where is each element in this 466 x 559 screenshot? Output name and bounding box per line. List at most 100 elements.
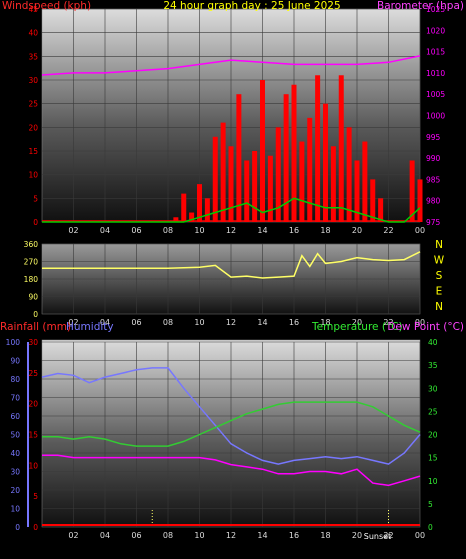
x-tick-label: 12: [226, 531, 236, 540]
rainfall-axis-ticks: 0 5 10 15 20 25 30: [28, 338, 38, 532]
y-tick-label: 5: [428, 500, 433, 509]
x-tick-label: 08: [163, 318, 173, 327]
x-tick-label: 10: [194, 318, 204, 327]
x-tick-label: 14: [257, 226, 267, 235]
y-tick-label: 100: [6, 338, 21, 347]
y-tick-label: 20: [10, 486, 20, 495]
y-tick-label: 0: [15, 523, 20, 532]
y-tick-label: 60: [10, 412, 20, 421]
y-tick-label: 80: [10, 375, 20, 384]
x-tick-label: 08: [163, 531, 173, 540]
barometer-axis-title: Barometer (hpa): [377, 0, 464, 12]
y-tick-label: 25: [28, 100, 38, 109]
rainfall-axis-title: Rainfall (mm): [0, 321, 71, 333]
y-tick-label: 985: [426, 175, 441, 184]
y-tick-label: 180: [24, 275, 39, 284]
windspeed-series: [42, 75, 423, 223]
y-tick-label: 90: [28, 293, 38, 302]
wind-gust-bar: [315, 75, 321, 223]
wind-gust-bar: [244, 160, 250, 222]
compass-label: N: [435, 301, 443, 313]
direction-axis-ticks: 0 90 180 270 360: [24, 240, 39, 319]
y-tick-label: 15: [28, 431, 38, 440]
dew-point-line: [42, 454, 421, 487]
y-tick-label: 270: [24, 258, 39, 267]
wind-gust-bar: [275, 127, 281, 222]
y-tick-label: 20: [428, 431, 438, 440]
x-tick-label: 08: [163, 226, 173, 235]
x-tick-label: 18: [320, 226, 330, 235]
y-tick-label: 30: [28, 76, 38, 85]
y-tick-label: 0: [33, 218, 38, 227]
y-tick-label: 1010: [426, 69, 445, 78]
wind-gust-bar: [370, 179, 376, 222]
y-tick-label: 0: [33, 523, 38, 532]
direction-grid: [42, 243, 421, 315]
wind-gust-bar: [330, 146, 336, 222]
x-tick-label: 00: [415, 226, 425, 235]
humidity-axis-ticks: 0 10 20 30 40 50 60 70 80 90 100: [6, 338, 21, 532]
y-tick-label: 30: [10, 468, 20, 477]
y-tick-label: 1020: [426, 26, 445, 35]
barometer-line: [41, 55, 421, 76]
y-tick-label: 20: [28, 400, 38, 409]
x-tick-label: 02: [68, 531, 78, 540]
y-tick-label: 980: [426, 197, 441, 206]
wind-gust-bar: [417, 179, 423, 222]
x-tick-label: 10: [194, 226, 204, 235]
x-tick-label: 20: [352, 318, 362, 327]
y-tick-label: 1000: [426, 112, 445, 121]
baro-axis-ticks: 975 980 985 990 995 1000 1005 1010 1015 1020 1025: [426, 5, 445, 227]
compass-label: S: [436, 270, 443, 282]
wind-gust-bar: [291, 84, 297, 222]
y-tick-label: 30: [428, 384, 438, 393]
average-wind-line: [42, 197, 421, 223]
y-tick-label: 990: [426, 154, 441, 163]
x-tick-label: 20: [352, 531, 362, 540]
compass-label: E: [436, 286, 443, 298]
wind-gust-bar: [197, 184, 202, 222]
wind-axis-ticks: 0 5 10 15 20 25 30 35 40 45: [28, 5, 38, 227]
wind-gust-bar: [362, 141, 368, 222]
y-tick-label: 15: [28, 147, 38, 156]
y-tick-label: 40: [28, 29, 38, 38]
x-tick-label: 06: [131, 318, 141, 327]
temperature-axis-title: Temperature (°C): [311, 321, 403, 333]
x-tick-label: 02: [68, 318, 78, 327]
y-tick-label: 1025: [426, 5, 445, 14]
compass-label: W: [434, 255, 445, 267]
y-tick-label: 360: [24, 240, 39, 249]
x-tick-label: 14: [257, 531, 267, 540]
wind-gust-bar: [173, 217, 179, 222]
y-tick-label: 20: [28, 123, 38, 132]
y-tick-label: 25: [428, 407, 438, 416]
wind-gust-bar: [212, 136, 218, 222]
y-tick-label: 90: [10, 357, 20, 366]
x-tick-label: 16: [289, 226, 299, 235]
y-tick-label: 975: [426, 218, 441, 227]
x-tick-label: 16: [289, 531, 299, 540]
wind-gust-bar: [346, 127, 352, 222]
y-tick-label: 10: [28, 461, 38, 470]
x-tick-label: 22: [383, 226, 393, 235]
y-tick-label: 5: [33, 492, 38, 501]
wind-gust-bar: [409, 160, 415, 222]
y-tick-label: 0: [33, 310, 38, 319]
x-tick-label: 02: [68, 226, 78, 235]
wind-gust-bar: [181, 193, 187, 222]
wind-gust-bar: [307, 117, 313, 222]
x-tick-label: 00: [415, 531, 425, 540]
y-tick-label: 40: [10, 449, 20, 458]
temp-hum-x-ticks: 02 04 06 08 10 12 14 16 18 20 22 00: [68, 531, 425, 540]
x-tick-label: 00: [415, 318, 425, 327]
wind-gust-bar: [228, 146, 234, 222]
wind-gust-bar: [283, 94, 289, 222]
wind-baro-x-ticks: 02 04 06 08 10 12 14 16 18 20 22 00: [68, 226, 425, 235]
x-tick-label: 20: [352, 226, 362, 235]
y-tick-label: 10: [10, 505, 20, 514]
sunset-label: Sunset: [364, 532, 391, 541]
chart-title: 24 hour graph day : 25 June 2025: [163, 0, 340, 12]
x-tick-label: 14: [257, 318, 267, 327]
wind-gust-bar: [236, 94, 242, 222]
y-tick-label: 995: [426, 133, 441, 142]
